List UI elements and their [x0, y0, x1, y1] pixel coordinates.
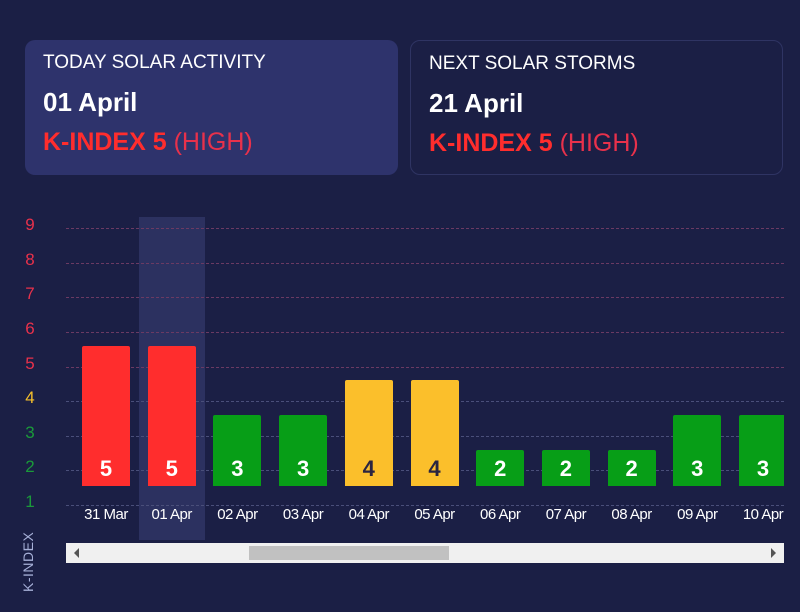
x-tick-label: 01 Apr	[151, 506, 193, 523]
card-date: 01 April	[43, 87, 138, 117]
card-date: 21 April	[429, 88, 524, 118]
bar[interactable]: 2	[476, 449, 525, 486]
today-solar-activity-card: TODAY SOLAR ACTIVITY 01 April K-INDEX 5 …	[25, 40, 398, 175]
x-tick-label: 08 Apr	[611, 506, 652, 523]
y-tick-label: 1	[25, 492, 35, 511]
bar[interactable]: 3	[279, 415, 328, 486]
bar-value-label: 5	[165, 455, 178, 481]
bar-value-label: 2	[625, 455, 638, 481]
x-tick-label: 06 Apr	[480, 506, 521, 523]
bar[interactable]: 3	[739, 415, 784, 486]
bar-value-label: 3	[296, 455, 310, 481]
card-label: NEXT SOLAR STORMS	[429, 53, 636, 74]
scrollbar-thumb[interactable]	[248, 546, 449, 560]
bar-value-label: 4	[362, 455, 375, 481]
bar[interactable]: 3	[213, 415, 262, 486]
bar-value-label: 2	[559, 455, 573, 481]
y-tick-label: 4	[25, 388, 35, 408]
kindex-value: K-INDEX 5	[429, 129, 553, 157]
y-tick-label: 3	[25, 422, 35, 442]
bar-value-label: 3	[231, 455, 244, 481]
bar-value-label: 4	[428, 455, 441, 481]
bar[interactable]: 3	[673, 415, 722, 486]
bar[interactable]: 2	[607, 449, 656, 486]
gridline	[66, 505, 784, 506]
y-tick-label: 8	[25, 249, 35, 269]
bar[interactable]: 4	[410, 380, 459, 486]
chart-scrollbar[interactable]	[66, 543, 784, 563]
gridline	[66, 366, 784, 368]
bar[interactable]: 5	[147, 345, 196, 486]
y-tick-label: 5	[25, 353, 35, 373]
bar-value-label: 2	[494, 455, 507, 481]
bar-value-label: 3	[691, 455, 704, 481]
x-tick-label: 07 Apr	[545, 506, 587, 523]
kindex-value: K-INDEX 5	[43, 128, 167, 156]
scroll-right-icon[interactable]	[771, 548, 776, 558]
bar[interactable]: 5	[82, 345, 130, 486]
bar-value-label: 5	[99, 455, 113, 481]
gridline	[66, 332, 784, 333]
y-tick-label: 6	[25, 319, 35, 338]
y-tick-label: 9	[25, 215, 35, 235]
scroll-left-icon[interactable]	[74, 548, 79, 558]
y-axis-title: K-INDEX	[20, 531, 36, 592]
bar[interactable]: 4	[344, 380, 393, 486]
x-tick-label: 05 Apr	[414, 506, 455, 523]
y-tick-label: 2	[25, 457, 35, 477]
kindex-level: (HIGH)	[559, 129, 639, 157]
x-tick-label: 04 Apr	[348, 506, 390, 523]
card-kindex: K-INDEX 5 (HIGH)	[43, 127, 380, 157]
bar-value-label: 3	[756, 455, 770, 481]
plot-area: 5 31 Mar 5 01 Apr 3 02 Apr 3 03 Apr 4 04 Apr 4 05 A…	[66, 200, 784, 540]
x-tick-label: 02 Apr	[217, 506, 258, 523]
gridline	[66, 297, 784, 299]
y-tick-label: 7	[25, 284, 35, 304]
x-tick-label: 09 Apr	[677, 506, 718, 523]
x-tick-label: 03 Apr	[282, 506, 324, 523]
x-tick-label: 31 Mar	[84, 506, 128, 523]
card-kindex: K-INDEX 5 (HIGH)	[429, 128, 764, 158]
gridline	[66, 262, 784, 264]
kindex-chart: 1 2 3 4 5 6 7 8 9 5 31 Mar 5 01 Apr 3 02 Apr 3 03 Apr 4 0…	[0, 200, 800, 612]
bar[interactable]: 2	[541, 449, 590, 486]
gridline	[66, 228, 784, 230]
card-label: TODAY SOLAR ACTIVITY	[43, 52, 266, 73]
x-tick-label: 10 Apr	[742, 506, 784, 523]
next-solar-storms-card: NEXT SOLAR STORMS 21 April K-INDEX 5 (HI…	[410, 40, 783, 175]
kindex-level: (HIGH)	[173, 128, 253, 156]
